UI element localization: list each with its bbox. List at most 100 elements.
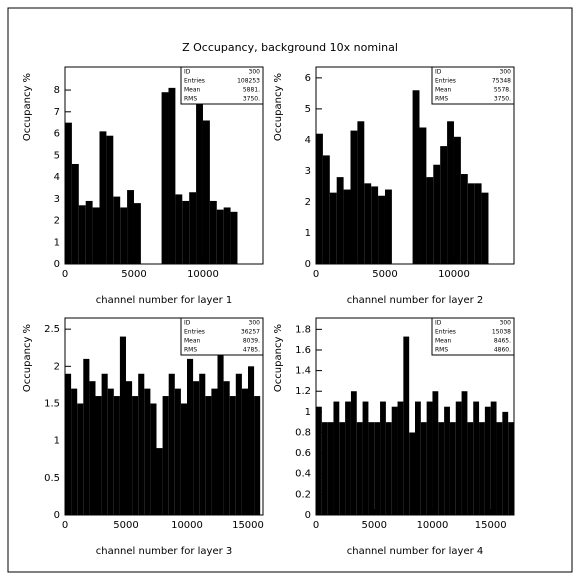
x-tick-label: 5000 xyxy=(113,520,138,531)
stats-box xyxy=(431,66,515,105)
y-tick-label: 0 xyxy=(305,510,311,521)
bar xyxy=(119,336,126,515)
bar xyxy=(254,396,261,515)
stat-value: 75348 xyxy=(492,78,511,85)
bar xyxy=(339,422,346,515)
bar xyxy=(412,90,420,264)
stat-value: 5578. xyxy=(494,87,511,94)
bar xyxy=(409,432,415,515)
bar xyxy=(455,401,462,515)
bar xyxy=(156,448,163,515)
bar xyxy=(85,200,93,264)
bar xyxy=(186,358,194,515)
y-tick-label: 1.2 xyxy=(295,386,311,397)
bar xyxy=(384,189,392,264)
bar xyxy=(419,127,427,264)
bar xyxy=(467,422,474,515)
bar xyxy=(380,401,386,515)
stat-label: Mean xyxy=(184,87,201,94)
bar xyxy=(449,422,456,515)
bar xyxy=(162,396,169,515)
x-tick-label: 0 xyxy=(62,269,68,280)
y-tick-label: 0.6 xyxy=(295,448,311,459)
stat-value: 3750. xyxy=(494,96,511,103)
bar xyxy=(385,422,392,515)
bar xyxy=(168,87,176,264)
bar xyxy=(235,373,242,515)
stat-value: 4785. xyxy=(243,347,260,354)
bar xyxy=(77,403,84,515)
y-tick-label: 0.5 xyxy=(44,473,60,484)
bar xyxy=(368,422,375,515)
stat-value: 15038 xyxy=(492,329,511,336)
bar xyxy=(199,373,206,515)
stat-value: 8039. xyxy=(243,338,260,345)
x-axis-label: channel number for layer 2 xyxy=(347,295,484,306)
bar xyxy=(467,183,475,264)
y-tick-label: 0 xyxy=(54,510,60,521)
bar xyxy=(241,388,248,515)
bar xyxy=(230,211,238,264)
bar xyxy=(397,401,404,515)
bar xyxy=(174,388,181,515)
stat-label: ID xyxy=(184,69,191,76)
bar xyxy=(101,373,108,515)
bar xyxy=(362,401,369,515)
bar xyxy=(426,401,433,515)
y-tick-label: 4 xyxy=(54,172,60,183)
bar xyxy=(350,391,357,515)
x-axis-label: channel number for layer 3 xyxy=(96,546,233,557)
bar xyxy=(229,396,236,515)
bar xyxy=(65,373,72,515)
y-tick-label: 2 xyxy=(54,361,60,372)
stats-box xyxy=(180,317,264,356)
bar xyxy=(161,92,169,264)
plot-frame xyxy=(315,66,515,265)
bar xyxy=(438,422,445,515)
bar xyxy=(479,422,485,515)
bar xyxy=(432,391,439,515)
bar xyxy=(168,373,175,515)
bar xyxy=(193,381,200,515)
x-tick-label: 5000 xyxy=(121,269,146,280)
x-tick-label: 15000 xyxy=(232,520,264,531)
stat-value: 108253 xyxy=(237,78,260,85)
bar xyxy=(202,120,210,264)
stat-label: Entries xyxy=(435,329,456,336)
bar xyxy=(453,136,461,264)
y-tick-label: 1.5 xyxy=(44,398,60,409)
stat-label: ID xyxy=(435,320,442,327)
bar xyxy=(247,366,255,515)
bar xyxy=(99,131,107,264)
x-axis-label: channel number for layer 1 xyxy=(96,295,233,306)
y-tick-label: 0.2 xyxy=(295,489,311,500)
stats-box xyxy=(180,66,264,105)
stat-value: 3750. xyxy=(243,96,260,103)
bar xyxy=(316,133,323,264)
x-tick-label: 10000 xyxy=(417,520,449,531)
bar xyxy=(175,194,183,264)
bar xyxy=(364,183,372,264)
stat-label: Mean xyxy=(435,87,452,94)
y-tick-label: 4 xyxy=(305,135,311,146)
bar xyxy=(316,406,322,515)
bar xyxy=(223,381,230,515)
bar xyxy=(484,406,491,515)
bar xyxy=(336,177,344,264)
bar xyxy=(182,200,190,264)
bar xyxy=(447,121,454,264)
y-tick-label: 0.4 xyxy=(295,469,311,480)
bar xyxy=(205,396,212,515)
bar xyxy=(420,422,427,515)
bar xyxy=(89,381,96,515)
x-tick-label: 10000 xyxy=(187,269,219,280)
bar xyxy=(357,121,365,264)
bar xyxy=(78,205,86,264)
x-tick-label: 5000 xyxy=(372,269,397,280)
y-tick-label: 7 xyxy=(54,107,60,118)
bar xyxy=(508,422,514,515)
y-tick-label: 3 xyxy=(54,194,60,205)
bar xyxy=(460,174,468,264)
y-tick-label: 0 xyxy=(54,259,60,270)
